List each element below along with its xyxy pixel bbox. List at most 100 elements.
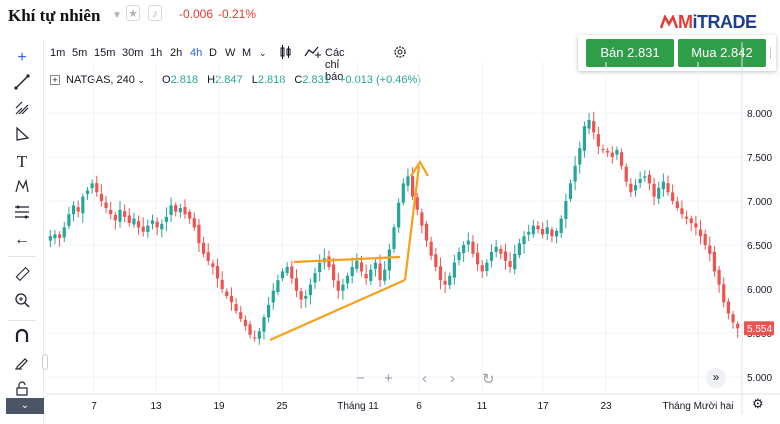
candle-body bbox=[118, 209, 122, 222]
tf-M[interactable]: M bbox=[242, 47, 252, 59]
candle-body bbox=[373, 262, 378, 269]
candle-body bbox=[99, 193, 104, 201]
magnet-icon[interactable] bbox=[12, 328, 32, 348]
candle-body bbox=[406, 176, 410, 186]
candle-body bbox=[410, 176, 415, 197]
chart-legend: + NATGAS, 240 ⌄ O2.818 H2.847 L2.818 C2.8… bbox=[50, 74, 421, 86]
breakout-line bbox=[403, 165, 421, 281]
indicators-label[interactable]: Các chỉ báo bbox=[325, 47, 345, 83]
reset-icon[interactable]: ↻ bbox=[482, 371, 495, 388]
bell-icon[interactable]: ♪ bbox=[148, 5, 162, 21]
candle-body bbox=[424, 223, 429, 241]
text-tool-icon[interactable]: T bbox=[16, 152, 28, 171]
candle-body bbox=[731, 314, 735, 323]
candle-body bbox=[62, 227, 66, 238]
sell-button[interactable]: Bán 2.831 bbox=[586, 39, 674, 67]
tf-D[interactable]: D bbox=[209, 47, 217, 59]
candle-body bbox=[155, 221, 159, 228]
tf-1m[interactable]: 1m bbox=[50, 47, 66, 59]
trend-line-icon[interactable] bbox=[12, 74, 32, 94]
mitrade-logo: MiTRADE bbox=[659, 12, 757, 33]
candle-body bbox=[364, 273, 368, 279]
timeframe-dropdown-icon[interactable]: ⌄ bbox=[259, 48, 267, 58]
tf-4h[interactable]: 4h bbox=[190, 47, 203, 59]
axis-settings-gear-icon[interactable]: ⚙ bbox=[752, 396, 764, 411]
toolbar-divider bbox=[8, 256, 36, 257]
lock-pencil-icon[interactable] bbox=[12, 354, 32, 374]
candle-body bbox=[517, 243, 521, 256]
logo-m: M bbox=[678, 12, 693, 32]
scroll-right-icon[interactable]: › bbox=[450, 370, 455, 387]
candle-body bbox=[615, 149, 619, 155]
candle-body bbox=[201, 242, 206, 254]
candle-body bbox=[132, 218, 136, 225]
candle-body bbox=[434, 254, 438, 267]
tf-1h[interactable]: 1h bbox=[150, 47, 163, 59]
legend-expand-icon[interactable]: + bbox=[50, 75, 60, 85]
chart-grid bbox=[46, 62, 742, 394]
resize-handle[interactable] bbox=[770, 47, 772, 59]
low-label: L bbox=[251, 74, 258, 86]
time-tick-label: 23 bbox=[600, 401, 612, 412]
candle-body bbox=[383, 269, 387, 281]
candle-body bbox=[466, 240, 470, 245]
collapse-toolbar-button[interactable]: ⌄ bbox=[6, 398, 44, 414]
settings-gear-icon[interactable] bbox=[392, 44, 408, 63]
tf-W[interactable]: W bbox=[225, 47, 236, 59]
scroll-left-icon[interactable]: ‹ bbox=[422, 370, 427, 387]
candle-body bbox=[531, 225, 535, 235]
candle-body bbox=[448, 275, 452, 286]
ruler-icon[interactable] bbox=[12, 266, 32, 286]
price-tick-label: 5.500 bbox=[747, 329, 772, 340]
candle-body bbox=[359, 262, 364, 272]
candle-body bbox=[652, 183, 656, 197]
candle-body bbox=[127, 215, 131, 223]
candle-body bbox=[318, 262, 322, 273]
chevron-down-icon[interactable]: ▼ bbox=[112, 10, 122, 21]
candle-body bbox=[211, 263, 215, 267]
tf-2h[interactable]: 2h bbox=[170, 47, 183, 59]
candle-body bbox=[657, 187, 661, 199]
candle-body bbox=[276, 280, 280, 292]
tf-30m[interactable]: 30m bbox=[122, 47, 144, 59]
fib-retracement-icon[interactable] bbox=[12, 204, 32, 224]
candle-body bbox=[387, 249, 391, 271]
candle-body bbox=[480, 265, 484, 272]
panel-expand-handle[interactable] bbox=[42, 354, 48, 370]
candle-body bbox=[633, 185, 638, 191]
candle-body bbox=[568, 183, 573, 200]
candle-body bbox=[178, 208, 182, 213]
candle-body bbox=[104, 202, 108, 209]
lock-icon[interactable] bbox=[12, 380, 32, 400]
candle-type-icon[interactable] bbox=[280, 45, 292, 62]
candle-body bbox=[150, 220, 155, 224]
pitchfork-icon[interactable] bbox=[12, 100, 32, 120]
scroll-to-realtime-button[interactable]: » bbox=[706, 368, 726, 388]
candle-body bbox=[225, 291, 229, 297]
buy-button[interactable]: Mua 2.842 bbox=[678, 39, 766, 67]
candle-body bbox=[541, 229, 545, 235]
indicators-icon[interactable] bbox=[304, 45, 322, 62]
symbol-label[interactable]: NATGAS, 240 bbox=[66, 74, 135, 86]
triangle-pattern-icon[interactable] bbox=[12, 126, 32, 146]
candle-body bbox=[689, 218, 693, 223]
tf-15m[interactable]: 15m bbox=[94, 47, 116, 59]
candle-body bbox=[661, 181, 665, 190]
candle-body bbox=[550, 229, 554, 237]
price-change-pct: -0.21% bbox=[218, 7, 257, 21]
symbol-dropdown-icon[interactable]: ⌄ bbox=[134, 75, 145, 85]
candle-body bbox=[698, 229, 703, 237]
candle-body bbox=[229, 295, 234, 303]
zoom-in-icon[interactable] bbox=[12, 292, 32, 312]
header-bar: Khí tự nhiên ▼ ★ ♪ -0.006 -0.21% MiTRADE bbox=[0, 0, 780, 38]
candle-body bbox=[285, 267, 289, 274]
crosshair-icon[interactable]: + bbox=[17, 49, 27, 66]
star-icon[interactable]: ★ bbox=[126, 5, 140, 21]
zoom-out-icon[interactable]: − bbox=[356, 370, 365, 387]
zoom-in-plus-icon[interactable]: + bbox=[384, 370, 393, 387]
candle-body bbox=[253, 337, 257, 339]
pattern-icon[interactable] bbox=[12, 178, 32, 198]
back-arrow-icon[interactable]: ← bbox=[14, 231, 30, 248]
candle-body bbox=[392, 227, 396, 250]
tf-5m[interactable]: 5m bbox=[72, 47, 88, 59]
